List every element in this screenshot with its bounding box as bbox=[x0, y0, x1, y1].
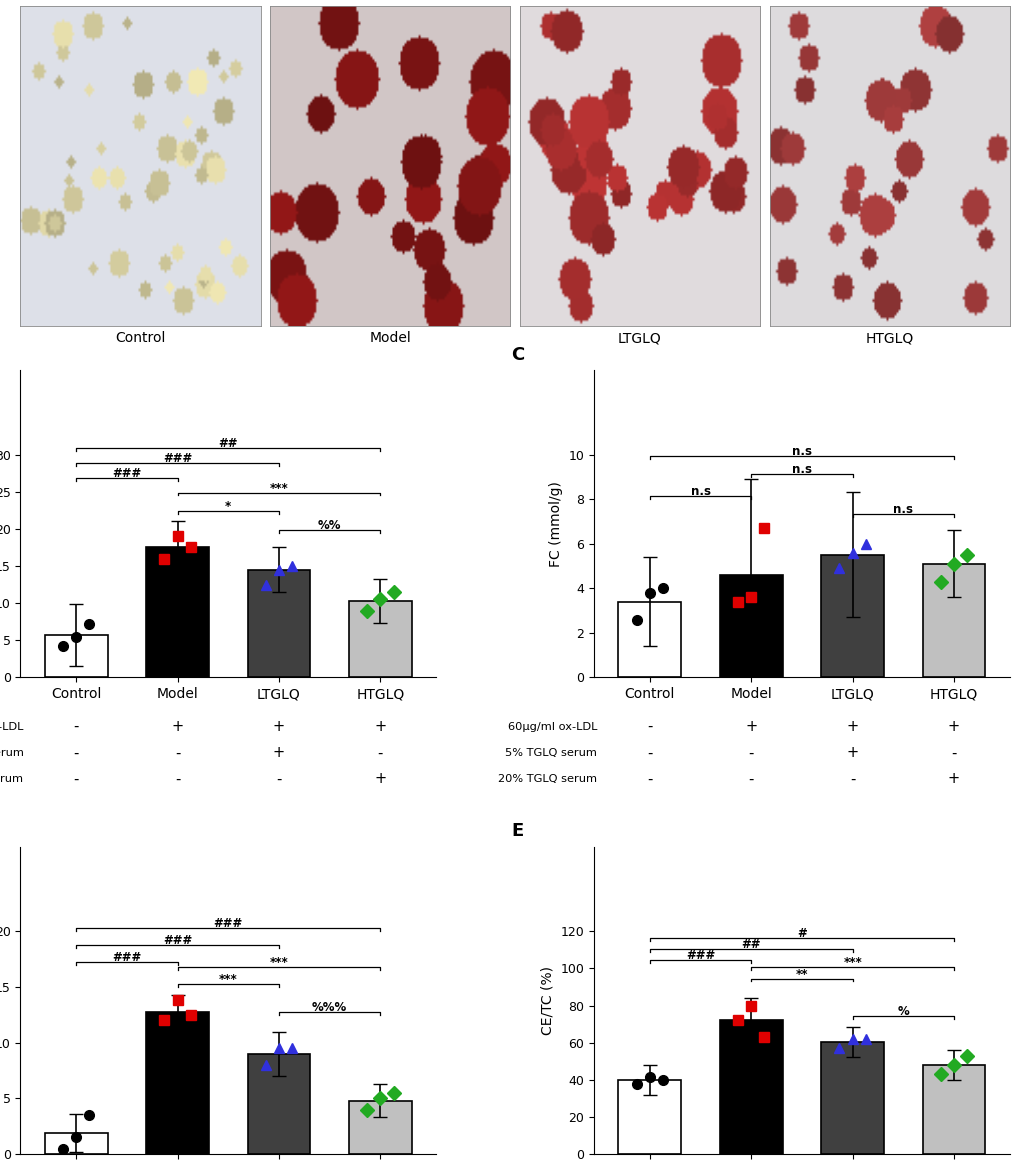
Text: -: - bbox=[174, 771, 180, 786]
Text: 60μg/ml ox-LDL: 60μg/ml ox-LDL bbox=[0, 722, 23, 732]
Bar bbox=[719, 1021, 782, 1154]
Text: -: - bbox=[951, 746, 956, 760]
Y-axis label: FC (mmol/g): FC (mmol/g) bbox=[548, 480, 562, 566]
Text: -: - bbox=[646, 719, 652, 734]
Bar bbox=[348, 1101, 412, 1154]
X-axis label: Control: Control bbox=[115, 332, 165, 346]
X-axis label: Model: Model bbox=[369, 332, 411, 346]
Text: +: + bbox=[273, 746, 284, 760]
Text: ###: ### bbox=[112, 466, 142, 480]
Bar bbox=[248, 1054, 310, 1154]
Text: n.s: n.s bbox=[893, 503, 912, 516]
Text: -: - bbox=[646, 746, 652, 760]
Bar bbox=[820, 554, 883, 677]
Text: #: # bbox=[796, 927, 806, 940]
Text: -: - bbox=[748, 771, 753, 786]
Text: 60μg/ml ox-LDL: 60μg/ml ox-LDL bbox=[507, 722, 596, 732]
Text: 5% TGLQ serum: 5% TGLQ serum bbox=[0, 748, 23, 757]
Text: -: - bbox=[748, 746, 753, 760]
Text: ##: ## bbox=[741, 938, 760, 951]
Text: +: + bbox=[171, 719, 183, 734]
Text: -: - bbox=[276, 771, 281, 786]
Text: -: - bbox=[377, 746, 383, 760]
Text: n.s: n.s bbox=[791, 463, 811, 476]
Text: -: - bbox=[73, 771, 78, 786]
Bar bbox=[248, 570, 310, 677]
Text: 20% TGLQ serum: 20% TGLQ serum bbox=[497, 774, 596, 784]
Text: +: + bbox=[374, 771, 386, 786]
Text: *: * bbox=[225, 500, 231, 513]
Text: ***: *** bbox=[269, 957, 288, 970]
Text: ###: ### bbox=[685, 949, 714, 962]
Text: +: + bbox=[846, 746, 858, 760]
Text: +: + bbox=[745, 719, 756, 734]
Bar bbox=[618, 602, 681, 677]
Text: C: C bbox=[511, 346, 524, 364]
Text: +: + bbox=[273, 719, 284, 734]
Bar bbox=[922, 564, 984, 677]
X-axis label: HTGLQ: HTGLQ bbox=[865, 332, 913, 346]
Text: ***: *** bbox=[843, 957, 861, 970]
Bar bbox=[618, 1080, 681, 1154]
Text: ##: ## bbox=[218, 437, 237, 450]
Bar bbox=[820, 1042, 883, 1154]
Text: -: - bbox=[174, 746, 180, 760]
Text: -: - bbox=[73, 746, 78, 760]
Bar bbox=[719, 575, 782, 677]
Bar bbox=[45, 636, 107, 677]
Text: ###: ### bbox=[163, 934, 192, 948]
Text: ###: ### bbox=[163, 452, 192, 465]
Text: n.s: n.s bbox=[791, 445, 811, 458]
Text: **: ** bbox=[795, 967, 807, 980]
Text: %: % bbox=[897, 1005, 908, 1017]
Text: -: - bbox=[73, 719, 78, 734]
Text: ###: ### bbox=[112, 951, 142, 964]
Text: E: E bbox=[511, 822, 523, 841]
Bar bbox=[45, 1133, 107, 1154]
Text: 20% TGLQ serum: 20% TGLQ serum bbox=[0, 774, 23, 784]
Text: 5% TGLQ serum: 5% TGLQ serum bbox=[504, 748, 596, 757]
Text: ***: *** bbox=[269, 481, 288, 494]
Text: +: + bbox=[947, 719, 959, 734]
X-axis label: LTGLQ: LTGLQ bbox=[618, 332, 661, 346]
Bar bbox=[922, 1065, 984, 1154]
Bar bbox=[146, 1012, 209, 1154]
Bar bbox=[146, 548, 209, 677]
Text: %%: %% bbox=[318, 519, 341, 531]
Text: ***: *** bbox=[219, 973, 237, 986]
Text: n.s: n.s bbox=[690, 485, 710, 499]
Text: +: + bbox=[947, 771, 959, 786]
Text: ###: ### bbox=[213, 918, 243, 930]
Y-axis label: CE/TC (%): CE/TC (%) bbox=[540, 966, 554, 1035]
Text: +: + bbox=[374, 719, 386, 734]
Text: -: - bbox=[849, 771, 855, 786]
Text: +: + bbox=[846, 719, 858, 734]
Text: -: - bbox=[646, 771, 652, 786]
Text: %%%: %%% bbox=[312, 1001, 346, 1014]
Bar bbox=[348, 601, 412, 677]
